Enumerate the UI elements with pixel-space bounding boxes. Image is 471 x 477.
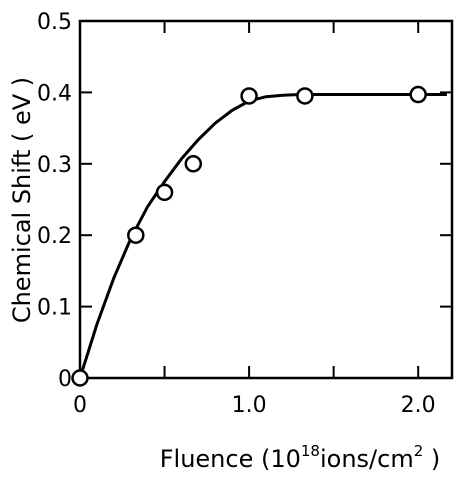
x-axis-title-part: ions/cm [320, 445, 414, 473]
x-axis-title-exponent: 18 [301, 442, 320, 460]
x-axis-title-exponent: 2 [414, 442, 424, 460]
x-tick-label: 2.0 [401, 393, 436, 418]
axis-ticks [79, 20, 452, 379]
y-tick-label: 0.3 [37, 153, 72, 178]
y-tick-label: 0.2 [37, 224, 72, 249]
data-point [409, 85, 427, 104]
data-point [296, 87, 314, 105]
plot-frame [78, 19, 454, 380]
data-points [71, 85, 427, 387]
data-point [240, 87, 258, 105]
x-axis-title-part: ) [423, 445, 440, 473]
data-point [184, 155, 203, 173]
data-point [155, 183, 174, 202]
x-tick-label: 1.0 [232, 393, 267, 418]
x-axis-title-part: Fluence (10 [160, 445, 301, 473]
x-axis-title: Fluence (1018ions/cm2 ) [160, 442, 441, 473]
y-tick-label: 0.1 [37, 296, 72, 321]
x-tick-label: 0 [73, 393, 87, 418]
y-axis-title: Chemical Shift ( eV ) [8, 77, 36, 323]
data-point [71, 369, 89, 387]
tick-labels: 0 1.0 2.0 0 0.1 0.2 0.3 0.4 0.5 [37, 10, 436, 418]
y-tick-label: 0 [58, 367, 72, 392]
y-tick-label: 0.5 [37, 10, 72, 35]
data-point [127, 226, 145, 244]
y-tick-label: 0.4 [37, 81, 72, 106]
